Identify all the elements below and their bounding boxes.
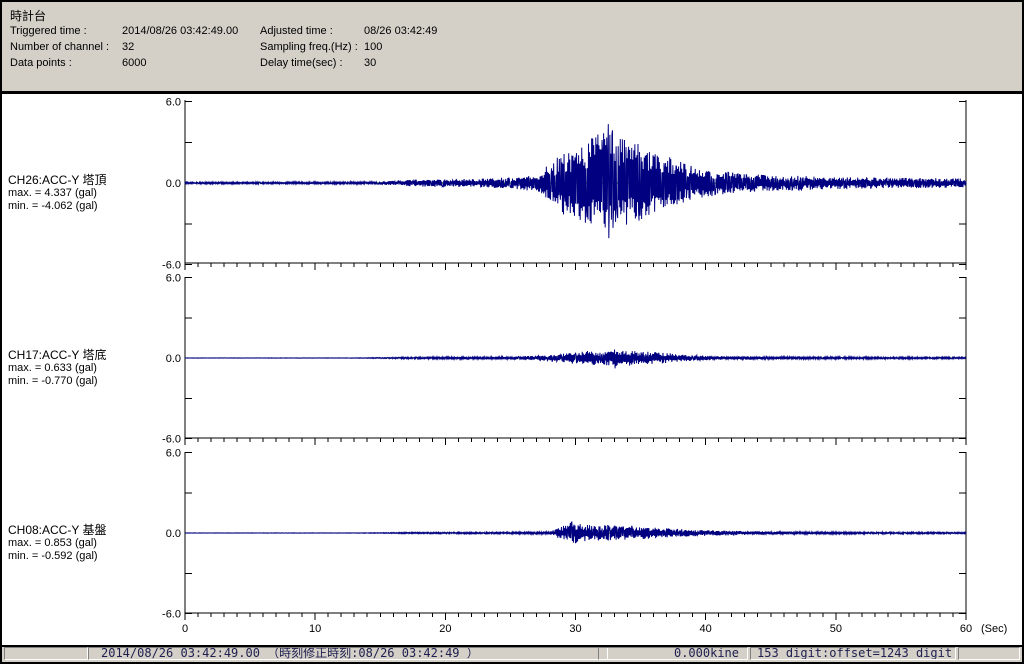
svg-text:20: 20 (439, 623, 451, 635)
svg-text:30: 30 (569, 623, 581, 635)
status-panel-kine: 0.000kine (598, 647, 748, 660)
channel-2-min: min. = -0.770 (gal) (8, 375, 98, 387)
number-of-channel-value: 32 (122, 41, 135, 53)
svg-text:40: 40 (700, 623, 712, 635)
number-of-channel-label: Number of channel : (10, 41, 110, 53)
svg-text:60: 60 (960, 623, 972, 635)
svg-text:0.0: 0.0 (166, 353, 181, 365)
adjusted-time-value: 08/26 03:42:49 (364, 25, 438, 37)
channel-2-max: max. = 0.633 (gal) (8, 362, 97, 374)
triggered-time-value: 2014/08/26 03:42:49.00 (122, 25, 239, 37)
window-title: 時計台 (10, 9, 47, 23)
delay-time-value: 30 (364, 57, 377, 69)
status-panel-empty-left (4, 647, 88, 660)
channel-2-name: CH17:ACC-Y 塔底 (8, 348, 107, 362)
channel-2-info: CH17:ACC-Y 塔底 max. = 0.633 (gal) min. = … (8, 349, 184, 388)
channel-3-min: min. = -0.592 (gal) (8, 550, 98, 562)
adjusted-time-label: Adjusted time : (260, 25, 333, 37)
svg-text:6.0: 6.0 (166, 97, 181, 109)
channel-1-name: CH26:ACC-Y 塔頂 (8, 173, 107, 187)
svg-text:50: 50 (830, 623, 842, 635)
channel-3-info: CH08:ACC-Y 基盤 max. = 0.853 (gal) min. = … (8, 524, 184, 563)
svg-text:0: 0 (182, 623, 188, 635)
status-digit-offset: 153 digit:offset=1243 digit (757, 647, 953, 660)
svg-text:-6.0: -6.0 (162, 609, 181, 621)
svg-text:0.0: 0.0 (166, 178, 181, 190)
channel-3-max: max. = 0.853 (gal) (8, 537, 97, 549)
svg-text:6.0: 6.0 (166, 448, 181, 460)
status-panel-empty-right (958, 647, 1020, 660)
status-kine-value: 0.000kine (673, 647, 739, 660)
sampling-freq-value: 100 (364, 41, 383, 53)
plot-area: 6.0 0.0 -6.0 6.0 0.0 -6.0 6.0 0.0 -6.0 0 10 20 30 40 5… (2, 94, 1022, 645)
delay-time-label: Delay time(sec) : (260, 57, 343, 69)
sampling-freq-label: Sampling freq.(Hz) : (260, 41, 358, 53)
header-panel: 時計台 Triggered time : 2014/08/26 03:42:49… (2, 2, 1022, 91)
channel-1-max: max. = 4.337 (gal) (8, 187, 97, 199)
status-panel-digit: 153 digit:offset=1243 digit (750, 647, 956, 660)
svg-text:-6.0: -6.0 (162, 434, 181, 446)
data-points-label: Data points : (10, 57, 72, 69)
status-separator (2, 645, 1022, 647)
status-panel-timestamp: 2014/08/26 03:42:49.00 （時刻修正時刻:08/26 03:… (88, 647, 608, 660)
svg-text:(Sec): (Sec) (981, 623, 1007, 635)
data-points-value: 6000 (122, 57, 147, 69)
svg-text:0.0: 0.0 (166, 528, 181, 540)
status-bar: 2014/08/26 03:42:49.00 （時刻修正時刻:08/26 03:… (2, 647, 1022, 662)
svg-text:6.0: 6.0 (166, 273, 181, 285)
channel-3-name: CH08:ACC-Y 基盤 (8, 523, 107, 537)
svg-text:10: 10 (309, 623, 321, 635)
header-separator (2, 91, 1022, 94)
channel-1-info: CH26:ACC-Y 塔頂 max. = 4.337 (gal) min. = … (8, 174, 184, 213)
waveform-plots-svg: 6.00.0-6.06.00.0-6.06.00.0-6.00 10 20 30 40 5… (162, 97, 1007, 636)
channel-1-min: min. = -4.062 (gal) (8, 200, 98, 212)
svg-text:-6.0: -6.0 (162, 260, 181, 272)
triggered-time-label: Triggered time : (10, 25, 87, 37)
status-timestamp: 2014/08/26 03:42:49.00 （時刻修正時刻:08/26 03:… (101, 647, 479, 660)
